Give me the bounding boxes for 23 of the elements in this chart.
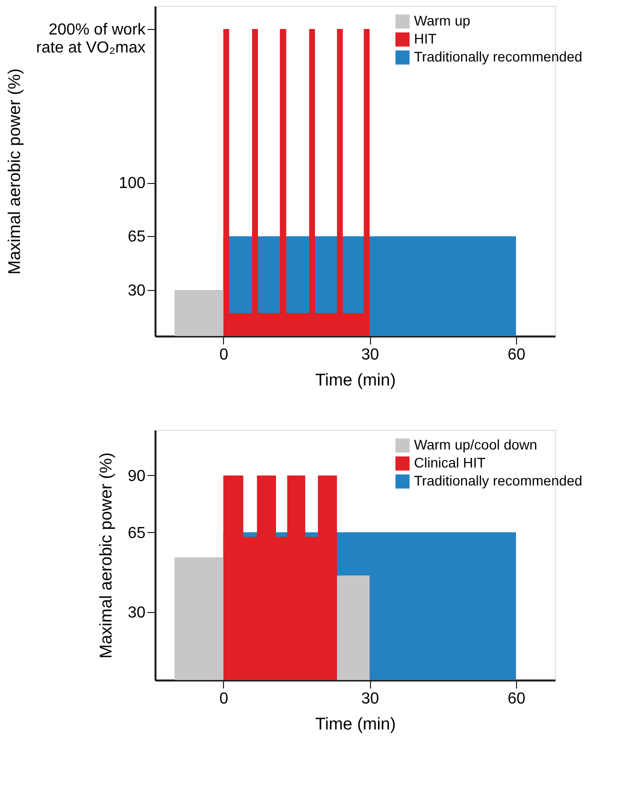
y-axis-title: Maximal aerobic power (%) [5,68,24,274]
x-tick-label: 0 [219,690,228,708]
legend-label: Traditionally recommended [414,472,582,488]
y-axis-title: Maximal aerobic power (%) [96,452,116,658]
x-tick-label: 0 [219,346,228,364]
x-tick-label: 30 [361,690,380,708]
x-axis-title: Time (min) [315,714,396,734]
legend-label: HIT [414,30,437,46]
x-tick-label: 30 [361,346,380,364]
x-tick-label: 60 [508,346,526,364]
y-tick-label: 30 [128,282,146,300]
x-tick-label: 60 [508,690,526,708]
legend-label: Traditionally recommended [414,48,582,64]
legend-label: Warm up/cool down [414,436,538,452]
y-tick-label: 65 [128,228,146,246]
y-tick-label: 90 [128,468,146,485]
legend-label: Clinical HIT [414,454,486,470]
y-tick-label: 65 [128,524,146,542]
x-axis-title: Time (min) [315,370,396,390]
legend-label: Warm up [414,12,470,28]
y-tick-label: 30 [128,604,146,622]
y-tick-label: 200% of work rate at VO₂max [36,22,146,57]
y-tick-label: 100 [118,175,146,192]
